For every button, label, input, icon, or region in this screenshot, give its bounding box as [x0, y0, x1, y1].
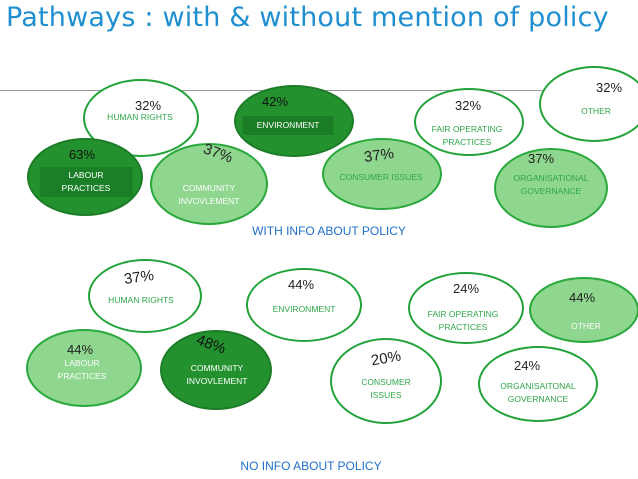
label-labour-practices: LABOUR PRACTICES — [39, 167, 133, 197]
bubble-community-involvement — [150, 143, 268, 225]
label-fair-operating: FAIR OPERATING PRACTICES — [431, 124, 503, 147]
label-other: OTHER — [581, 106, 611, 116]
bubble-organisational-governance — [494, 148, 608, 228]
bubble-other — [539, 66, 638, 142]
page-title: Pathways : with & without mention of pol… — [6, 2, 609, 33]
bubble-consumer-issues — [322, 138, 442, 210]
percent-organisational-governance: 37% — [528, 151, 555, 166]
caption-no-policy: NO INFO ABOUT POLICY — [240, 459, 382, 473]
percent-fair-operating: 32% — [455, 98, 482, 113]
label-organisational-governance-no-policy: ORGANISAITONAL GOVERNANCE — [500, 381, 576, 404]
label-human-rights-no-policy: HUMAN RIGHTS — [108, 295, 174, 305]
percent-organisational-governance-no-policy: 24% — [514, 358, 541, 373]
percent-environment-no-policy: 44% — [288, 277, 315, 292]
bubble-fair-operating — [414, 88, 524, 156]
label-community-involvement-no-policy: COMMUNITY INVOVLEMENT — [186, 363, 248, 386]
label-consumer-issues: CONSUMER ISSUES — [339, 172, 423, 182]
bubble-other-no-policy — [529, 277, 638, 343]
percent-human-rights: 32% — [135, 98, 162, 113]
bubble-labour-practices-no-policy — [26, 329, 142, 407]
percent-other-no-policy: 44% — [569, 290, 596, 305]
percent-fair-operating-no-policy: 24% — [453, 281, 480, 296]
label-human-rights: HUMAN RIGHTS — [107, 112, 173, 122]
bubble-environment-no-policy — [246, 268, 362, 342]
label-consumer-issues-no-policy: CONSUMER ISSUES — [361, 377, 411, 400]
label-organisational-governance: ORGANISATIONAL GOVERNANCE — [513, 173, 589, 196]
percent-other: 32% — [596, 80, 623, 95]
label-community-involvement: COMMUNITY INVOVLEMENT — [178, 183, 240, 206]
bubble-fair-operating-no-policy — [408, 272, 524, 344]
percent-labour-practices-no-policy: 44% — [67, 342, 94, 357]
label-environment-no-policy: ENVIRONMENT — [272, 304, 336, 314]
label-fair-operating-no-policy: FAIR OPERATING PRACTICES — [427, 309, 499, 332]
bubble-human-rights-no-policy — [88, 259, 202, 333]
bubble-consumer-issues-no-policy — [330, 338, 442, 424]
percent-labour-practices: 63% — [69, 147, 96, 162]
bubble-community-involvement-no-policy — [160, 330, 272, 410]
caption-with-policy: WITH INFO ABOUT POLICY — [252, 224, 406, 238]
label-environment: ENVIRONMENT — [242, 116, 334, 135]
label-labour-practices-no-policy: LABOUR PRACTICES — [57, 358, 107, 381]
percent-environment: 42% — [262, 94, 289, 109]
bubble-organisational-governance-no-policy — [478, 346, 598, 422]
label-other-no-policy: OTHER — [571, 321, 601, 331]
